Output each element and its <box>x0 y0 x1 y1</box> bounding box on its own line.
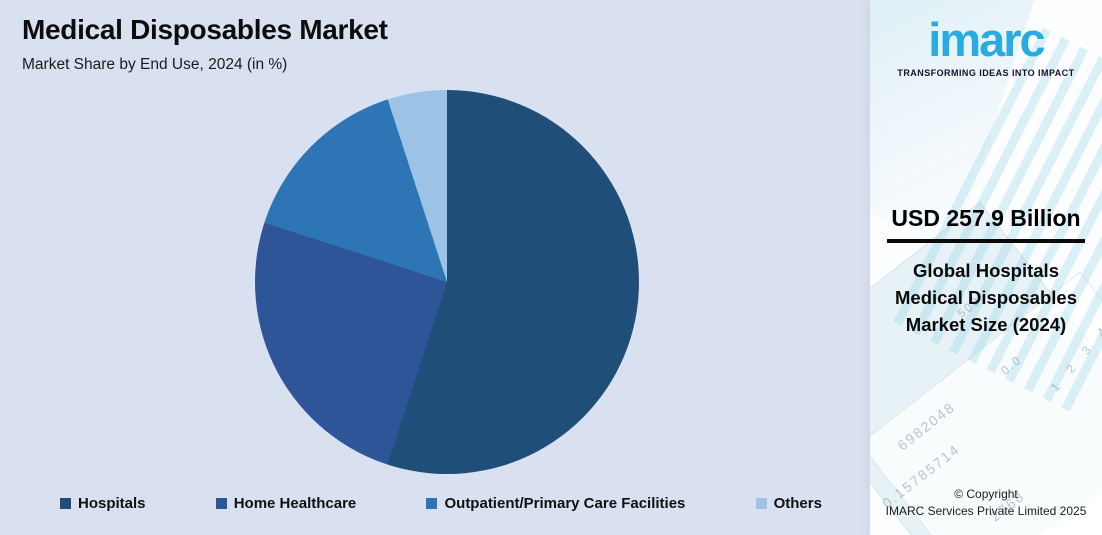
legend-swatch-icon <box>755 498 767 509</box>
imarc-logo-tagline: TRANSFORMING IDEAS INTO IMPACT <box>897 68 1075 78</box>
imarc-logo: imarc TRANSFORMING IDEAS INTO IMPACT <box>870 16 1102 78</box>
legend-label: Home Healthcare <box>233 495 357 512</box>
imarc-logo-text: imarc <box>928 13 1045 66</box>
legend-label: Others <box>773 495 822 512</box>
market-size-label: Global Hospitals Medical Disposables Mar… <box>895 260 1077 336</box>
pie-chart <box>255 90 639 474</box>
brand-panel: 0.0 1 2 3 4 6982048 0.15785714 2768 500 imarc… <box>870 0 1102 535</box>
divider <box>887 239 1085 243</box>
legend-item-others: Others <box>755 495 822 512</box>
legend-swatch-icon <box>60 498 71 509</box>
legend-item-home-healthcare: Home Healthcare <box>215 495 357 512</box>
legend-swatch-icon <box>215 498 227 509</box>
legend-item-outpatient-primary-care-facilities: Outpatient/Primary Care Facilities <box>426 495 685 512</box>
legend-label: Outpatient/Primary Care Facilities <box>444 495 686 512</box>
legend-swatch-icon <box>426 498 438 509</box>
page-title: Medical Disposables Market <box>22 14 388 45</box>
copyright-line1: © Copyright <box>954 487 1018 502</box>
market-size-value: USD 257.9 Billion <box>891 205 1081 231</box>
copyright-notice: © Copyright IMARC Services Private Limit… <box>870 486 1102 520</box>
legend-label: Hospitals <box>78 495 146 512</box>
chart-area: Medical Disposables Market Market Share … <box>22 14 822 512</box>
legend-item-hospitals: Hospitals <box>60 495 146 512</box>
copyright-line2: IMARC Services Private Limited 2025 <box>885 504 1087 519</box>
chart-legend: Hospitals Home Healthcare Outpatient/Prima… <box>60 495 822 512</box>
page-subtitle: Market Share by End Use, 2024 (in %) <box>22 56 288 73</box>
